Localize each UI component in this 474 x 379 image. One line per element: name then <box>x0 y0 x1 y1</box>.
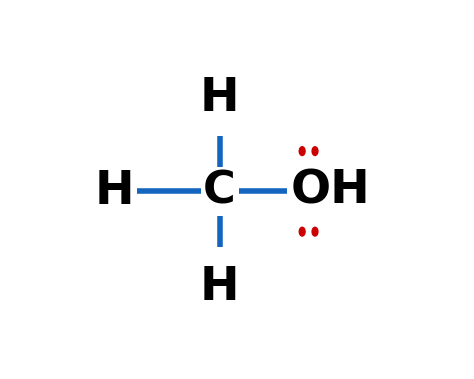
Ellipse shape <box>312 147 318 155</box>
Ellipse shape <box>299 227 305 236</box>
Ellipse shape <box>312 227 318 236</box>
Text: H: H <box>200 265 239 310</box>
Text: OH: OH <box>291 169 370 214</box>
Text: H: H <box>200 75 239 121</box>
Ellipse shape <box>299 147 305 155</box>
Text: H: H <box>95 169 134 214</box>
Text: C: C <box>203 170 236 213</box>
